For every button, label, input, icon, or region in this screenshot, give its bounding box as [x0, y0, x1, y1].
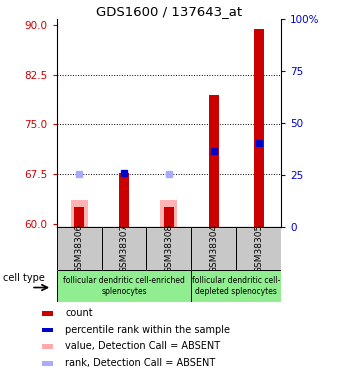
Text: follicular dendritic cell-
depleted splenocytes: follicular dendritic cell- depleted sple…: [192, 276, 281, 296]
Text: cell type: cell type: [3, 273, 45, 283]
Bar: [119, 173, 129, 227]
Text: percentile rank within the sample: percentile rank within the sample: [65, 325, 230, 335]
Text: value, Detection Call = ABSENT: value, Detection Call = ABSENT: [65, 341, 221, 351]
Text: GSM38306: GSM38306: [74, 224, 84, 273]
Bar: [209, 95, 219, 227]
Bar: [236, 227, 281, 270]
Bar: [42, 311, 53, 316]
Text: count: count: [65, 309, 93, 318]
Bar: [146, 227, 191, 270]
Bar: [57, 270, 191, 302]
Bar: [191, 270, 281, 302]
Bar: [42, 328, 53, 332]
Text: GSM38305: GSM38305: [254, 224, 263, 273]
Bar: [102, 227, 146, 270]
Bar: [71, 201, 87, 227]
Bar: [161, 201, 177, 227]
Title: GDS1600 / 137643_at: GDS1600 / 137643_at: [96, 4, 242, 18]
Text: GSM38307: GSM38307: [119, 224, 129, 273]
Text: rank, Detection Call = ABSENT: rank, Detection Call = ABSENT: [65, 358, 216, 368]
Bar: [42, 344, 53, 349]
Bar: [57, 227, 102, 270]
Bar: [164, 207, 174, 227]
Bar: [254, 28, 264, 227]
Bar: [191, 227, 236, 270]
Text: follicular dendritic cell-enriched
splenocytes: follicular dendritic cell-enriched splen…: [63, 276, 185, 296]
Bar: [42, 361, 53, 366]
Bar: [74, 207, 84, 227]
Text: GSM38304: GSM38304: [209, 224, 218, 273]
Text: GSM38308: GSM38308: [164, 224, 174, 273]
